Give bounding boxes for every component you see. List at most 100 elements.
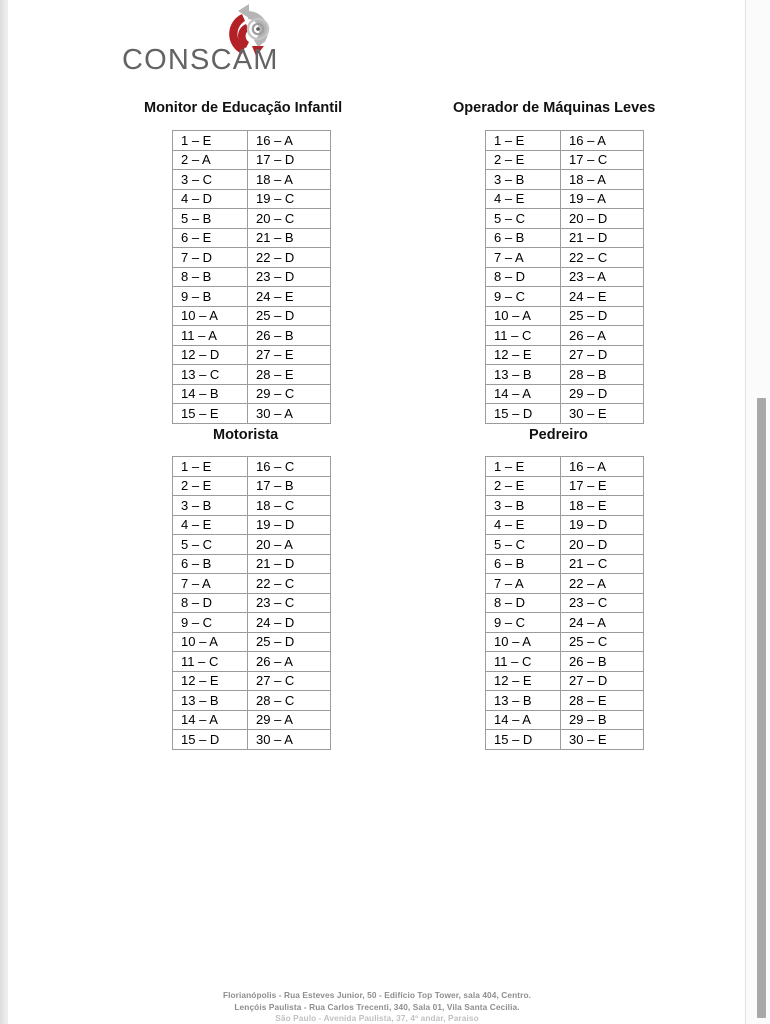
answer-cell: 12 – E — [485, 344, 561, 365]
answer-row: 3 – B 18 – C — [172, 495, 331, 516]
answer-cell: 23 – C — [247, 592, 331, 613]
answer-cell: 21 – C — [560, 553, 644, 574]
answer-cell: 24 – D — [247, 612, 331, 633]
answer-cell: 7 – A — [485, 247, 561, 268]
conscam-logo: CONSCAM — [118, 2, 308, 80]
answer-cell: 26 – B — [247, 325, 331, 346]
answer-cell: 9 – C — [485, 286, 561, 307]
answer-row: 1 – E 16 – C — [172, 456, 331, 477]
answer-cell: 19 – D — [247, 514, 331, 535]
answer-cell: 10 – A — [485, 305, 561, 326]
answer-cell: 15 – E — [172, 403, 248, 424]
answer-cell: 10 – A — [485, 631, 561, 652]
footer-line-sao-paulo: São Paulo - Avenida Paulista, 37, 4º and… — [275, 1013, 479, 1023]
answer-cell: 18 – A — [560, 169, 644, 190]
answer-cell: 8 – D — [485, 592, 561, 613]
answer-cell: 2 – E — [485, 475, 561, 496]
answer-row: 9 – C 24 – D — [172, 612, 331, 633]
answer-cell: 11 – A — [172, 325, 248, 346]
answer-cell: 5 – C — [485, 534, 561, 555]
answer-cell: 21 – D — [247, 553, 331, 574]
answer-cell: 23 – D — [247, 266, 331, 287]
answer-cell: 21 – D — [560, 227, 644, 248]
answer-cell: 4 – E — [485, 188, 561, 209]
answer-cell: 29 – A — [247, 709, 331, 730]
answer-row: 12 – E 27 – C — [172, 670, 331, 691]
vertical-scrollbar[interactable] — [756, 0, 770, 1024]
answer-cell: 13 – B — [485, 690, 561, 711]
answer-cell: 18 – A — [247, 169, 331, 190]
answer-cell: 25 – D — [247, 305, 331, 326]
answer-row: 8 – D 23 – C — [485, 592, 644, 613]
logo-wordmark: CONSCAM — [122, 44, 279, 76]
answer-row: 8 – D 23 – A — [485, 266, 644, 287]
answer-cell: 11 – C — [485, 325, 561, 346]
answer-cell: 26 – A — [247, 651, 331, 672]
answer-cell: 5 – C — [485, 208, 561, 229]
answer-cell: 9 – B — [172, 286, 248, 307]
answer-row: 11 – A 26 – B — [172, 325, 331, 346]
answer-row: 3 – B 18 – E — [485, 495, 644, 516]
answer-row: 9 – C 24 – A — [485, 612, 644, 633]
answer-cell: 14 – B — [172, 383, 248, 404]
answer-row: 10 – A 25 – D — [172, 631, 331, 652]
answer-cell: 25 – D — [560, 305, 644, 326]
section-title-pedreiro: Pedreiro — [529, 427, 588, 443]
answer-row: 5 – B 20 – C — [172, 208, 331, 229]
answer-row: 5 – C 20 – D — [485, 534, 644, 555]
conscam-circular-arrows-logo-icon — [218, 2, 280, 60]
answer-cell: 22 – C — [560, 247, 644, 268]
scrollbar-thumb[interactable] — [757, 398, 766, 1018]
answer-cell: 19 – D — [560, 514, 644, 535]
section-title-motorista: Motorista — [213, 427, 279, 443]
answer-row: 4 – E 19 – A — [485, 188, 644, 209]
answer-cell: 16 – A — [560, 130, 644, 151]
answer-row: 5 – C 20 – A — [172, 534, 331, 555]
answer-cell: 24 – E — [247, 286, 331, 307]
answer-cell: 20 – C — [247, 208, 331, 229]
answer-cell: 15 – D — [485, 403, 561, 424]
answer-row: 10 – A 25 – C — [485, 631, 644, 652]
answer-cell: 19 – A — [560, 188, 644, 209]
section-title-operador-maquinas-leves: Operador de Máquinas Leves — [453, 100, 656, 116]
answer-row: 15 – E 30 – A — [172, 403, 331, 424]
answer-cell: 2 – E — [172, 475, 248, 496]
answer-cell: 18 – E — [560, 495, 644, 516]
answer-cell: 16 – C — [247, 456, 331, 477]
answer-row: 8 – B 23 – D — [172, 266, 331, 287]
answer-cell: 1 – E — [485, 456, 561, 477]
answer-row: 14 – A 29 – D — [485, 383, 644, 404]
document-page: CONSCAM Monitor de Educação Infantil Ope… — [8, 0, 746, 1024]
answer-cell: 18 – C — [247, 495, 331, 516]
answer-cell: 1 – E — [172, 456, 248, 477]
section-title-monitor-educacao-infantil: Monitor de Educação Infantil — [144, 100, 343, 116]
answer-cell: 6 – B — [485, 227, 561, 248]
answer-row: 11 – C 26 – B — [485, 651, 644, 672]
answer-row: 10 – A 25 – D — [485, 305, 644, 326]
answer-row: 13 – C 28 – E — [172, 364, 331, 385]
answer-cell: 11 – C — [485, 651, 561, 672]
answer-cell: 27 – E — [247, 344, 331, 365]
answer-cell: 6 – B — [172, 553, 248, 574]
answer-row: 14 – A 29 – B — [485, 709, 644, 730]
page-footer-address: Florianópolis - Rua Esteves Junior, 50 -… — [8, 990, 746, 1024]
answer-row: 11 – C 26 – A — [172, 651, 331, 672]
answer-cell: 9 – C — [485, 612, 561, 633]
answer-row: 1 – E 16 – A — [485, 456, 644, 477]
answer-cell: 9 – C — [172, 612, 248, 633]
answer-cell: 5 – C — [172, 534, 248, 555]
answer-cell: 5 – B — [172, 208, 248, 229]
answer-row: 12 – D 27 – E — [172, 344, 331, 365]
answer-cell: 20 – D — [560, 208, 644, 229]
answer-cell: 28 – E — [560, 690, 644, 711]
answer-cell: 15 – D — [485, 729, 561, 750]
answer-cell: 2 – E — [485, 149, 561, 170]
answer-cell: 1 – E — [172, 130, 248, 151]
answer-row: 4 – D 19 – C — [172, 188, 331, 209]
answer-cell: 22 – A — [560, 573, 644, 594]
answer-row: 10 – A 25 – D — [172, 305, 331, 326]
